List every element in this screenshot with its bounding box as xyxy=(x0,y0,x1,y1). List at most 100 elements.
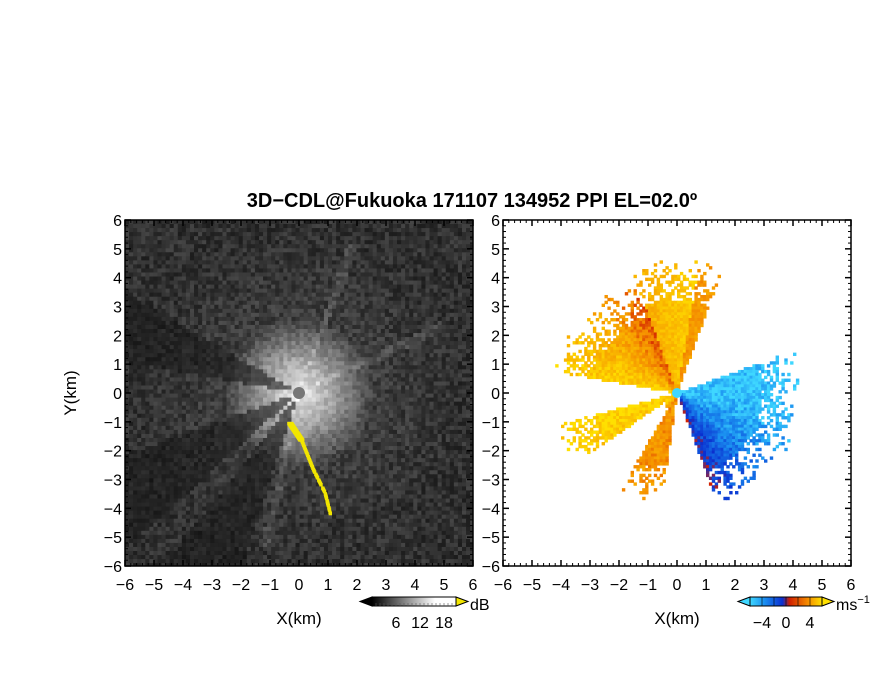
snr-cell xyxy=(433,333,439,338)
snr-cell xyxy=(388,397,394,403)
snr-cell xyxy=(141,397,146,403)
snr-cell xyxy=(392,264,398,270)
snr-cell xyxy=(360,304,366,310)
snr-cell xyxy=(433,240,439,245)
snr-cell xyxy=(323,429,329,435)
snr-cell xyxy=(470,328,473,334)
snr-cell xyxy=(161,316,167,322)
snr-cell xyxy=(340,312,345,318)
snr-cell xyxy=(206,417,211,423)
snr-cell xyxy=(453,328,459,334)
snr-cell xyxy=(413,425,418,431)
snr-cell xyxy=(417,276,422,282)
snr-cell xyxy=(149,377,155,383)
snr-cell xyxy=(283,425,288,431)
snr-cell xyxy=(470,268,473,274)
snr-cell xyxy=(226,268,232,274)
snr-cell xyxy=(275,320,280,326)
snr-cell xyxy=(307,276,313,282)
snr-cell xyxy=(129,373,134,379)
snr-cell xyxy=(307,304,313,310)
snr-cell xyxy=(263,393,268,399)
snr-cell xyxy=(421,381,427,387)
snr-cell xyxy=(250,401,256,407)
snr-cell xyxy=(185,381,191,387)
snr-cell xyxy=(206,308,211,314)
snr-cell xyxy=(409,446,414,451)
snr-cell xyxy=(133,288,138,294)
snr-cell xyxy=(230,280,236,286)
snr-cell xyxy=(323,236,329,241)
snr-cell xyxy=(287,405,293,411)
snr-cell xyxy=(397,333,402,338)
snr-cell xyxy=(466,417,471,423)
snr-cell xyxy=(421,393,427,399)
snr-cell xyxy=(449,308,455,314)
snr-cell xyxy=(401,312,406,318)
snr-cell xyxy=(137,397,142,403)
snr-cell xyxy=(319,320,325,326)
snr-cell xyxy=(198,397,203,403)
snr-cell xyxy=(254,300,260,306)
snr-cell xyxy=(352,264,358,270)
snr-cell xyxy=(453,450,459,455)
snr-cell xyxy=(153,316,159,322)
snr-cell xyxy=(336,264,341,270)
snr-cell xyxy=(413,437,418,443)
snr-cell xyxy=(417,377,422,383)
snr-cell xyxy=(177,236,183,241)
snr-cell xyxy=(417,312,422,318)
snr-cell xyxy=(271,292,276,298)
snr-cell xyxy=(384,264,390,270)
snr-cell xyxy=(417,405,422,411)
snr-cell xyxy=(445,369,451,374)
snr-cell xyxy=(194,256,199,261)
snr-cell xyxy=(267,328,272,334)
snr-cell xyxy=(206,425,211,431)
snr-cell xyxy=(145,220,150,225)
snr-cell xyxy=(258,393,264,399)
snr-cell xyxy=(364,220,370,225)
snr-cell xyxy=(291,312,297,318)
snr-cell xyxy=(157,345,163,350)
snr-cell xyxy=(141,361,146,366)
snr-cell xyxy=(344,248,349,253)
snr-cell xyxy=(328,232,333,237)
snr-cell xyxy=(417,450,422,455)
snr-cell xyxy=(287,220,293,225)
snr-cell xyxy=(254,228,260,233)
snr-cell xyxy=(352,240,358,245)
snr-cell xyxy=(368,425,374,431)
snr-cell xyxy=(267,405,272,411)
snr-cell xyxy=(299,405,305,411)
snr-cell xyxy=(368,353,374,358)
snr-cell xyxy=(254,413,260,419)
snr-cell xyxy=(429,240,435,245)
snr-cell xyxy=(194,220,199,225)
snr-cell xyxy=(226,276,232,282)
snr-cell xyxy=(461,300,467,306)
snr-cell xyxy=(222,393,228,399)
snr-cell xyxy=(206,292,211,298)
snr-cell xyxy=(129,405,134,411)
snr-cell xyxy=(437,264,443,270)
snr-cell xyxy=(254,433,260,439)
snr-cell xyxy=(352,292,358,298)
snr-cell xyxy=(445,312,451,318)
snr-cell xyxy=(352,304,358,310)
snr-cell xyxy=(198,417,203,423)
snr-cell xyxy=(206,397,211,403)
snr-cell xyxy=(401,292,406,298)
snr-cell xyxy=(340,280,345,286)
snr-cell xyxy=(161,433,167,439)
snr-cell xyxy=(291,284,297,290)
snr-cell xyxy=(271,381,276,387)
snr-cell xyxy=(397,316,402,322)
snr-cell xyxy=(206,365,211,370)
snr-cell xyxy=(348,345,353,350)
snr-cell xyxy=(283,252,288,257)
snr-cell xyxy=(275,333,280,338)
snr-cell xyxy=(145,296,150,302)
snr-cell xyxy=(218,446,224,451)
snr-cell xyxy=(413,417,418,423)
